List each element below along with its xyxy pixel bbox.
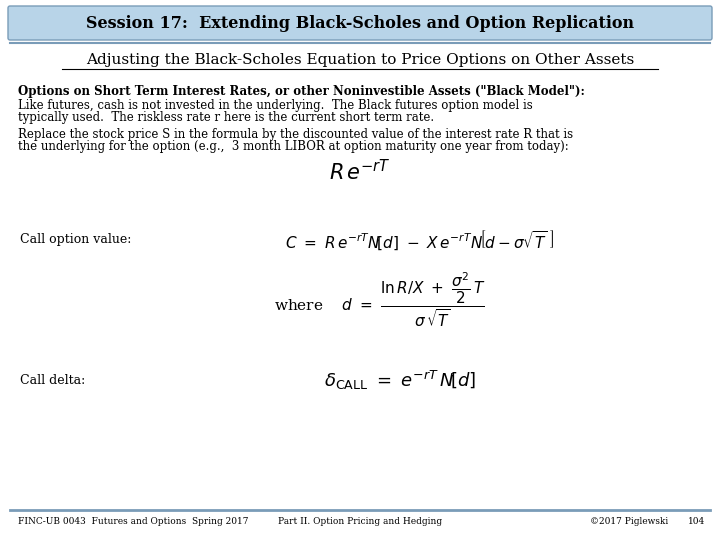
Text: Call option value:: Call option value:	[20, 233, 131, 246]
Text: $\delta_{\mathrm{CALL}} \ = \ e^{-rT}\,N\!\left[d\right]$: $\delta_{\mathrm{CALL}} \ = \ e^{-rT}\,N…	[324, 368, 476, 392]
FancyBboxPatch shape	[8, 6, 712, 40]
Text: FINC-UB 0043  Futures and Options  Spring 2017: FINC-UB 0043 Futures and Options Spring …	[18, 517, 248, 526]
Text: typically used.  The riskless rate r here is the current short term rate.: typically used. The riskless rate r here…	[18, 111, 434, 124]
Text: where $\quad d \ = \ \dfrac{\ln R/X \ + \ \dfrac{\sigma^2}{2}\,T}{\sigma\,\sqrt{: where $\quad d \ = \ \dfrac{\ln R/X \ + …	[274, 271, 486, 329]
Text: ©2017 Piglewski: ©2017 Piglewski	[590, 517, 668, 526]
Text: the underlying for the option (e.g.,  3 month LIBOR at option maturity one year : the underlying for the option (e.g., 3 m…	[18, 140, 569, 153]
Text: Options on Short Term Interest Rates, or other Noninvestible Assets ("Black Mode: Options on Short Term Interest Rates, or…	[18, 85, 585, 98]
Text: Part II. Option Pricing and Hedging: Part II. Option Pricing and Hedging	[278, 517, 442, 526]
Text: Call delta:: Call delta:	[20, 374, 85, 387]
Text: Session 17:  Extending Black-Scholes and Option Replication: Session 17: Extending Black-Scholes and …	[86, 15, 634, 31]
Text: Replace the stock price S in the formula by the discounted value of the interest: Replace the stock price S in the formula…	[18, 128, 573, 141]
Text: Like futures, cash is not invested in the underlying.  The Black futures option : Like futures, cash is not invested in th…	[18, 99, 533, 112]
Text: 104: 104	[688, 517, 705, 526]
Text: $C \ = \ R\,e^{-rT} N\!\left[d\right] \ - \ X\,e^{-rT} N\!\left[d - \sigma\sqrt{: $C \ = \ R\,e^{-rT} N\!\left[d\right] \ …	[285, 228, 554, 252]
Text: Adjusting the Black-Scholes Equation to Price Options on Other Assets: Adjusting the Black-Scholes Equation to …	[86, 53, 634, 67]
Text: $R\,e^{-rT}$: $R\,e^{-rT}$	[329, 159, 391, 185]
